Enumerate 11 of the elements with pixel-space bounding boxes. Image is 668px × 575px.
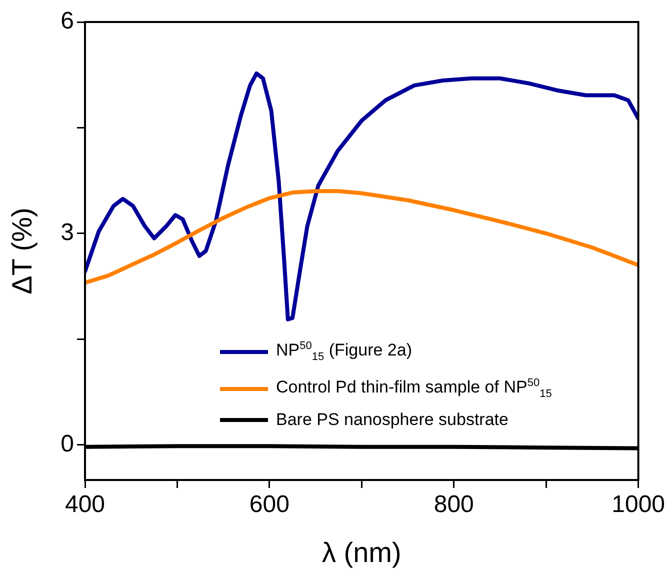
x-axis-title: λ (nm) [322, 536, 402, 568]
y-tick-label: 3 [60, 219, 74, 246]
y-tick-label: 6 [60, 8, 74, 35]
x-tick-label: 400 [64, 491, 106, 518]
legend-label: Bare PS nanosphere substrate [276, 409, 508, 432]
x-tick-label: 1000 [612, 491, 665, 518]
x-tick-label: 800 [434, 491, 474, 518]
y-tick-label: 0 [60, 430, 74, 458]
y-axis-title: ΔT (%) [6, 208, 38, 294]
legend-label: NP$^{50}$$_{15}$ (Figure 2a) [276, 339, 412, 366]
x-tick-label: 600 [249, 491, 290, 518]
